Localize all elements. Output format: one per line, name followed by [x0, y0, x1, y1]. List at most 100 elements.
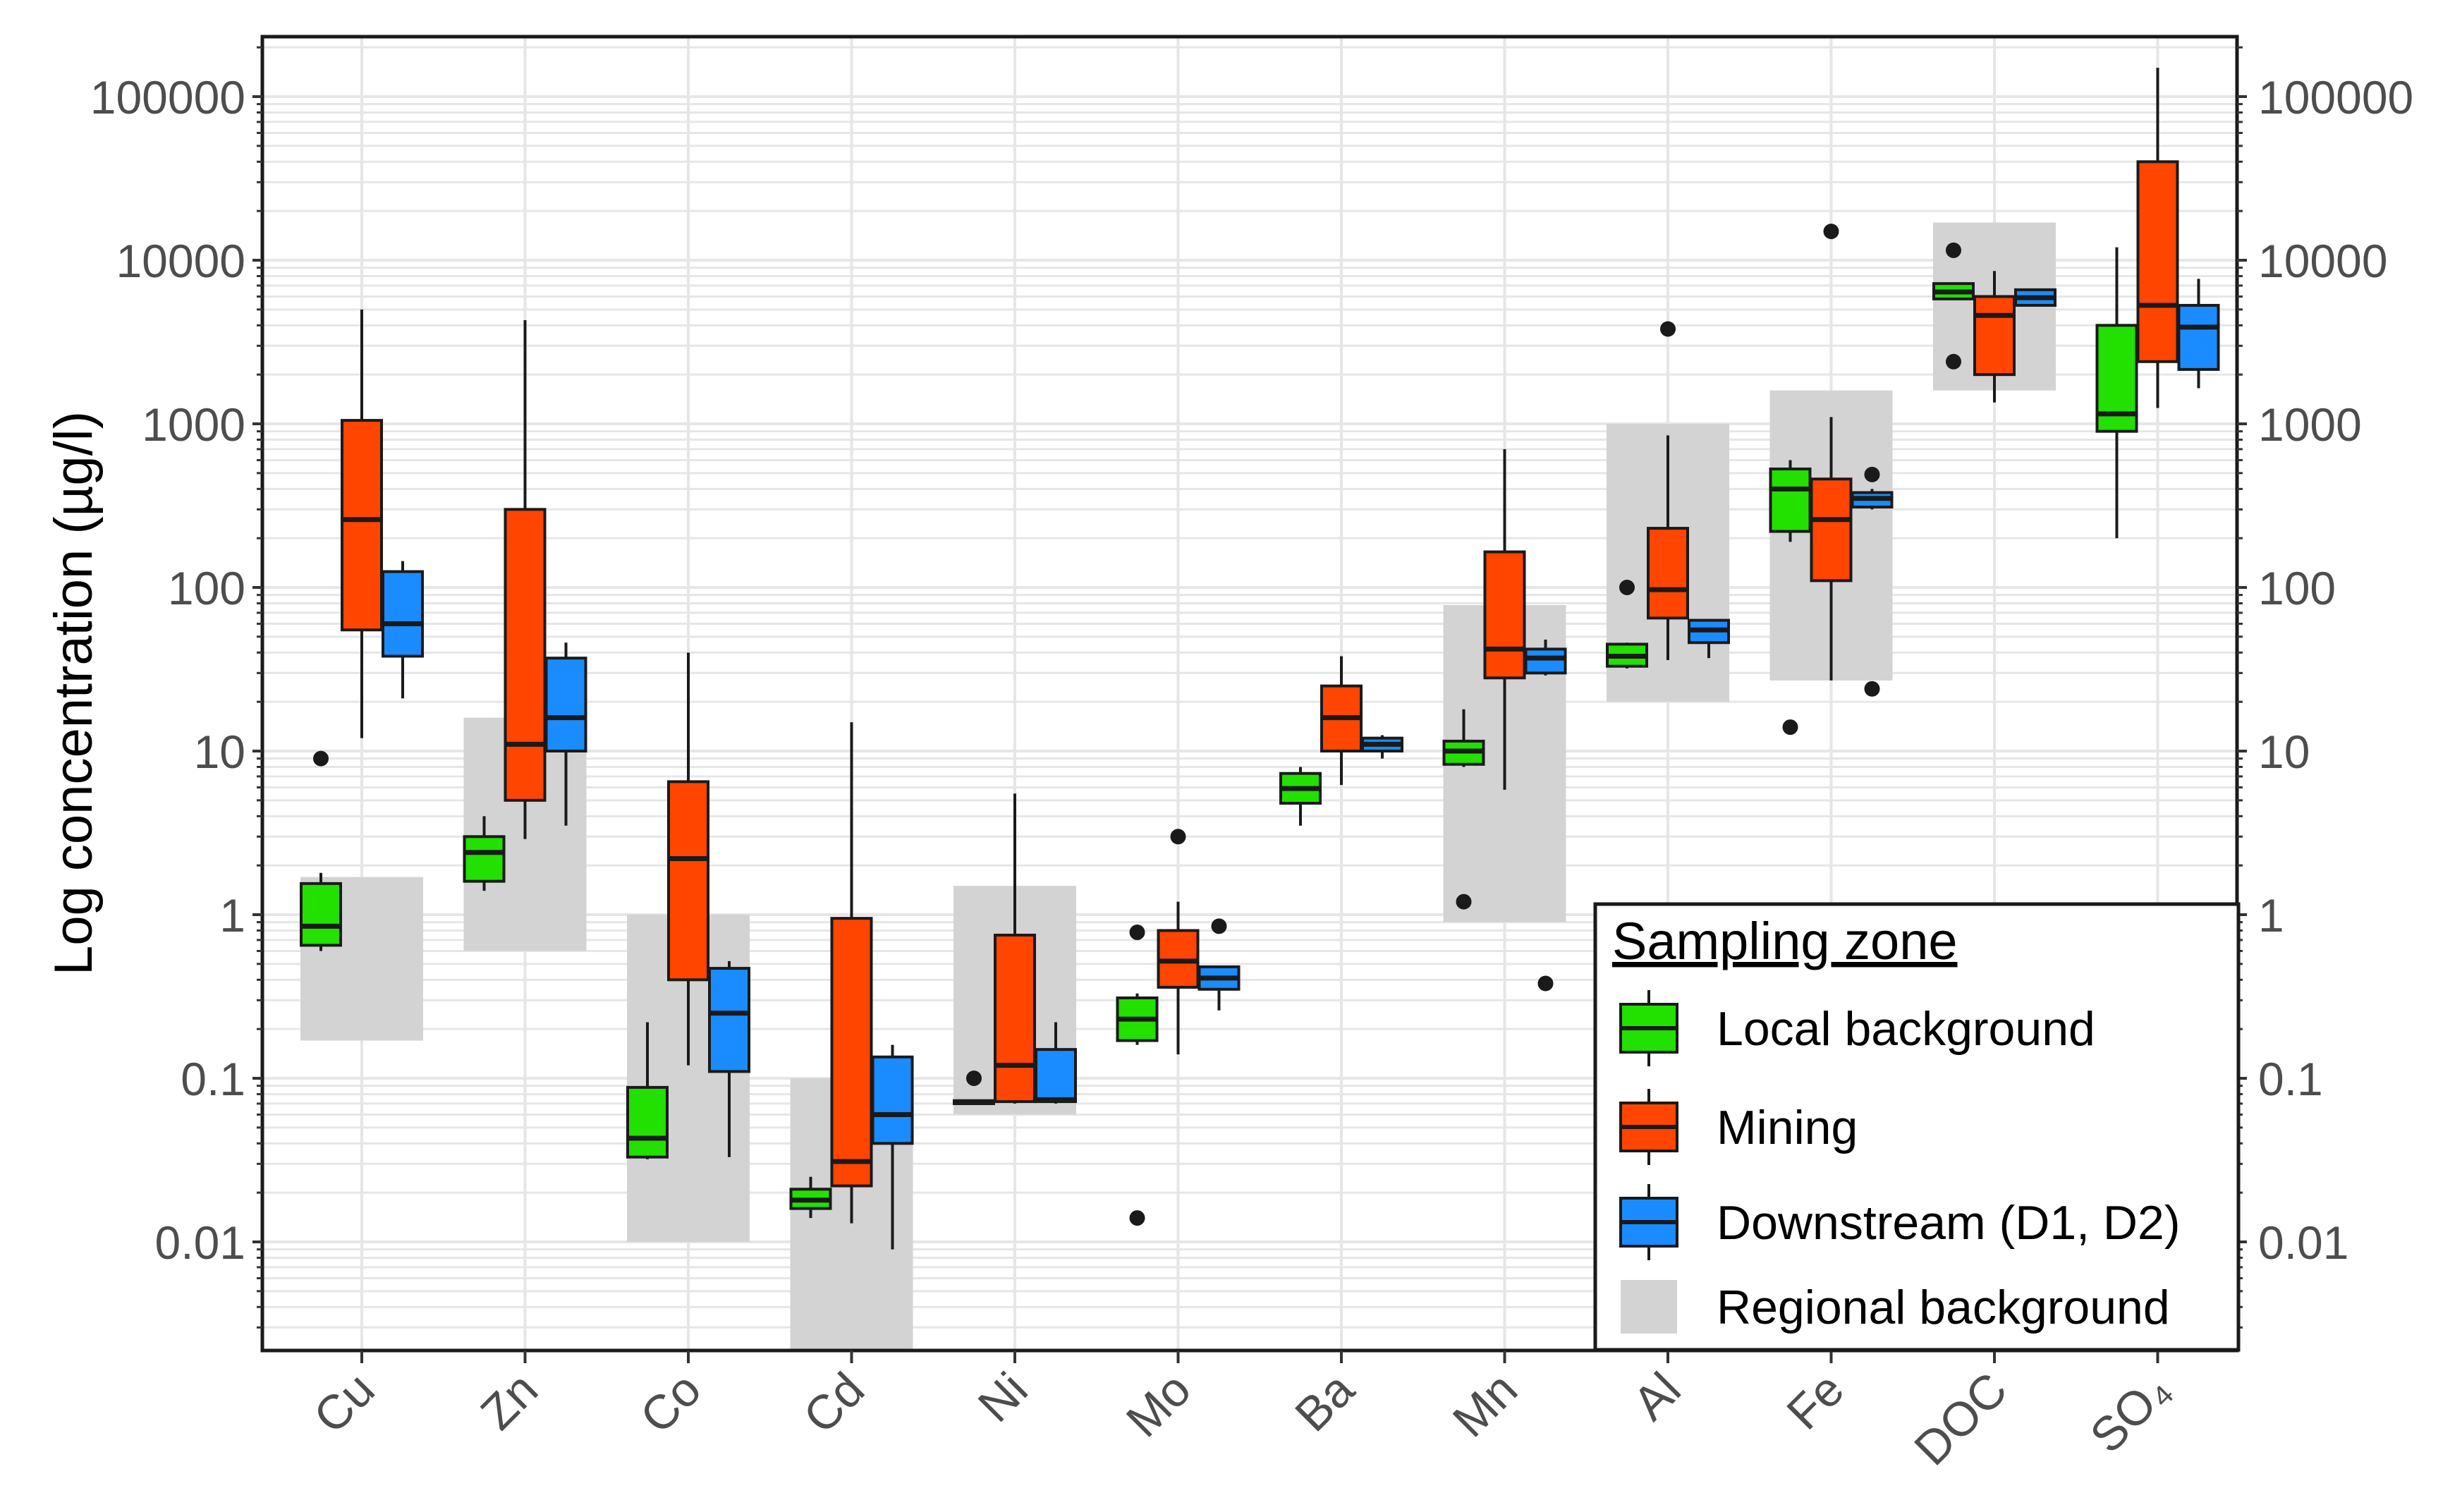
- box-mining-cu: [341, 309, 383, 738]
- outlier-point: [1537, 975, 1554, 992]
- box-mining-mn: [1483, 449, 1526, 790]
- box-downstream-co: [708, 961, 750, 1157]
- boxes-layer: [300, 68, 2220, 1250]
- legend-box: [1593, 902, 2241, 1352]
- box-downstream-mn: [1524, 639, 1567, 992]
- outlier-point: [1619, 580, 1635, 595]
- box-body: [544, 657, 587, 752]
- box-local-al: [1606, 580, 1648, 669]
- box-body: [871, 1055, 914, 1145]
- y-tick-label-left: 10000: [116, 235, 245, 287]
- box-local-mn: [1442, 709, 1485, 910]
- box-mining-cd: [830, 722, 873, 1224]
- box-body: [1810, 477, 1853, 583]
- box-local-ba: [1279, 767, 1322, 826]
- box-body: [1483, 550, 1526, 680]
- legend-title: Sampling zone: [1612, 912, 1958, 970]
- box-body: [1769, 467, 1812, 533]
- box-mining-fe: [1810, 224, 1853, 681]
- box-body: [708, 967, 750, 1073]
- legend-entries: Local background Mining Downstream (D1, D2…: [1619, 990, 2181, 1334]
- box-local-mo: [1116, 925, 1159, 1226]
- box-body: [504, 508, 547, 802]
- box-body: [1524, 647, 1567, 675]
- y-tick-label-right: 10: [2258, 726, 2310, 778]
- outlier-point: [1946, 353, 1961, 370]
- box-body: [830, 917, 873, 1188]
- box-body: [300, 882, 342, 947]
- box-downstream-so4: [2177, 279, 2220, 389]
- legend-swatch: [1621, 1280, 1677, 1334]
- box-downstream-al: [1688, 618, 1730, 659]
- y-tick-label-left: 0.01: [155, 1217, 245, 1269]
- outlier-point: [313, 750, 329, 767]
- outlier-point: [1660, 321, 1676, 337]
- box-body: [1647, 527, 1689, 620]
- box-body: [382, 570, 424, 658]
- box-mining-ba: [1320, 656, 1363, 786]
- box-downstream-fe: [1851, 466, 1894, 697]
- y-tick-label-left: 100000: [90, 71, 245, 123]
- legend-label: Downstream (D1, D2): [1717, 1196, 2181, 1250]
- box-body: [341, 419, 383, 632]
- y-tick-label-right: 100000: [2258, 71, 2413, 123]
- outlier-point: [966, 1071, 982, 1086]
- legend-label: Local background: [1717, 1002, 2095, 1056]
- box-body: [2136, 160, 2179, 363]
- y-tick-label-right: 10000: [2258, 235, 2388, 287]
- box-local-fe: [1769, 460, 1812, 736]
- box-downstream-cd: [871, 1044, 914, 1250]
- legend: Sampling zone Local background Mining Down…: [1593, 902, 2241, 1352]
- box-local-doc: [1932, 242, 1975, 370]
- box-local-cu: [300, 750, 342, 951]
- y-tick-label-right: 100: [2258, 562, 2336, 614]
- outlier-point: [1782, 719, 1798, 736]
- legend-entry-regional: Regional background: [1621, 1280, 2170, 1334]
- box-local-co: [626, 1022, 669, 1159]
- box-local-so4: [2095, 247, 2138, 539]
- legend-entry-downstream: Downstream (D1, D2): [1619, 1184, 2181, 1260]
- y-tick-label-right: 1: [2258, 889, 2284, 941]
- outlier-point: [1864, 466, 1880, 482]
- box-downstream-mo: [1198, 918, 1241, 1011]
- outlier-point: [1170, 829, 1186, 845]
- box-body: [994, 933, 1036, 1104]
- box-downstream-ba: [1361, 735, 1403, 759]
- outlier-point: [1211, 918, 1227, 934]
- box-mining-ni: [994, 793, 1036, 1104]
- box-mining-so4: [2136, 68, 2179, 408]
- outlier-point: [1456, 894, 1472, 910]
- box-local-ni: [953, 1071, 995, 1106]
- outlier-point: [1129, 1210, 1145, 1226]
- y-tick-label-right: 0.1: [2258, 1053, 2323, 1105]
- box-downstream-doc: [2014, 288, 2056, 307]
- box-body: [463, 835, 506, 883]
- legend-label: Regional background: [1717, 1281, 2170, 1334]
- legend-entry-local: Local background: [1619, 990, 2095, 1066]
- box-downstream-zn: [544, 642, 587, 826]
- box-local-cd: [789, 1176, 832, 1219]
- box-local-zn: [463, 816, 506, 891]
- box-body: [667, 780, 709, 982]
- box-mining-al: [1647, 321, 1689, 660]
- axis-layer: 0.01 0.01 0.1 0.1 1 1 10 10 100 100 1000 1000 10000 1…: [90, 46, 2413, 1475]
- box-mining-doc: [1973, 271, 2016, 403]
- y-tick-label-left: 1: [219, 889, 245, 941]
- legend-label: Mining: [1717, 1101, 1858, 1154]
- box-mining-co: [667, 652, 709, 1066]
- box-mining-zn: [504, 320, 547, 839]
- box-mining-mo: [1157, 829, 1200, 1055]
- y-tick-label-left: 1000: [142, 398, 245, 451]
- y-tick-label-right: 1000: [2258, 398, 2362, 451]
- plot-frame: [260, 35, 2239, 1353]
- y-tick-label-left: 0.1: [181, 1053, 245, 1105]
- box-body: [1973, 295, 2016, 377]
- y-tick-label-right: 0.01: [2258, 1217, 2348, 1269]
- box-body: [2177, 303, 2220, 371]
- y-axis-title: Log concentration (µg/l): [44, 411, 104, 975]
- outlier-point: [1946, 242, 1961, 258]
- outlier-point: [1864, 681, 1880, 697]
- y-tick-label-left: 100: [168, 562, 245, 614]
- box-body: [626, 1085, 669, 1159]
